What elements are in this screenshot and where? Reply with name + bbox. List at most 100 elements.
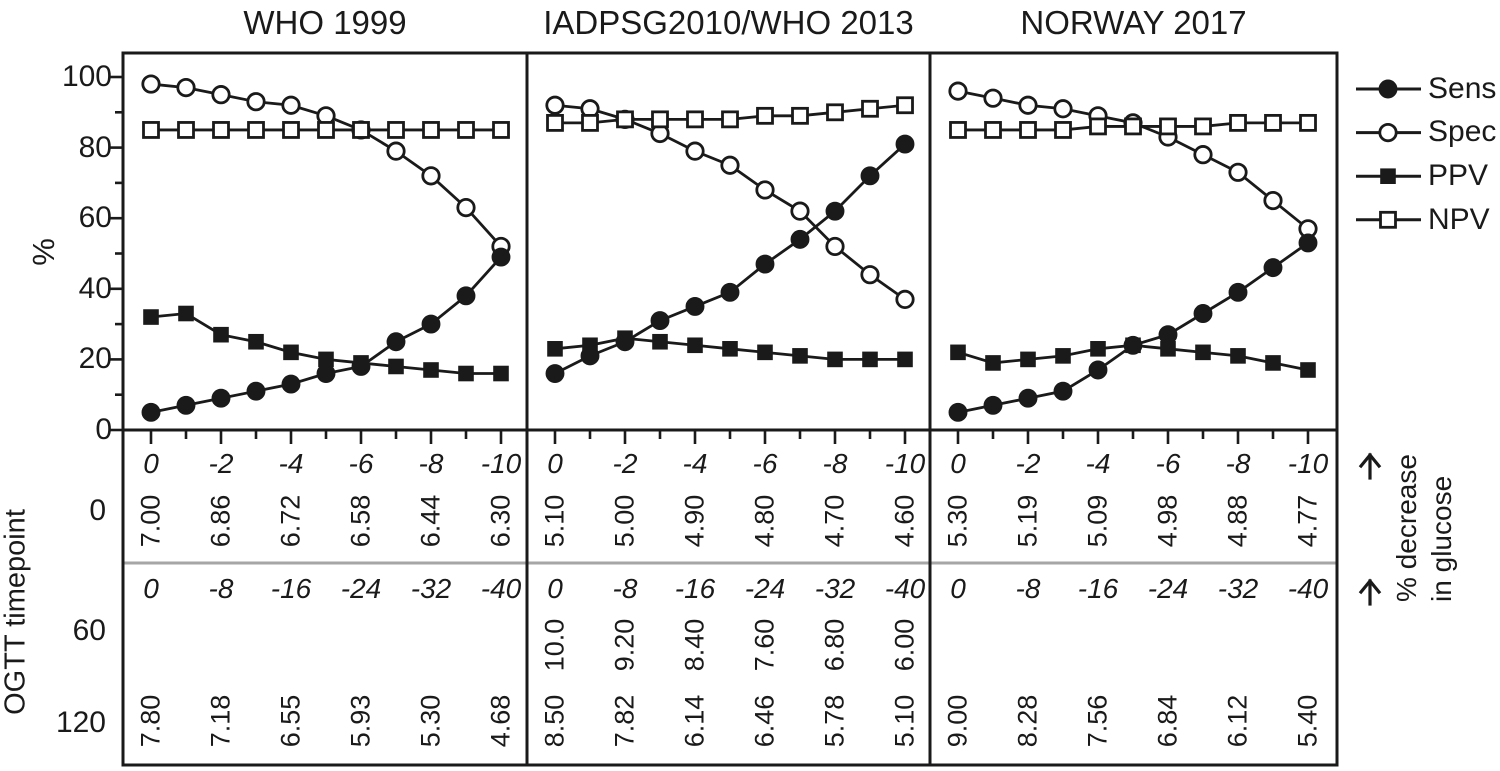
marker-filled-square xyxy=(1265,355,1281,371)
marker-open-circle xyxy=(141,74,161,94)
glucose-value-0min: 4.88 xyxy=(1222,494,1253,548)
glucose-value-120min: 5.40 xyxy=(1292,694,1323,748)
glucose-value-120min: 7.18 xyxy=(205,694,236,748)
glucose-value-0min: 7.00 xyxy=(135,494,166,548)
glucose-value-120min: 7.80 xyxy=(135,694,166,748)
marker-open-circle xyxy=(685,141,705,161)
annotation-line-1: % decrease xyxy=(1391,454,1422,602)
panel-title-iadpsg2010-who-2013: IADPSG2010/WHO 2013 xyxy=(543,4,914,41)
glucose-value-0min: 4.90 xyxy=(679,494,710,548)
marker-filled-circle xyxy=(456,286,476,306)
marker-open-square xyxy=(1194,117,1212,136)
legend-label-sens: Sens xyxy=(1428,72,1497,105)
pct-decrease-bottom-header: -16 xyxy=(674,573,716,604)
pct-decrease-top-header: -2 xyxy=(1015,448,1041,479)
pct-decrease-top-header: -6 xyxy=(752,448,778,479)
marker-filled-circle xyxy=(1088,360,1108,380)
glucose-value-120min: 5.30 xyxy=(415,694,446,748)
marker-open-square xyxy=(1019,121,1037,139)
marker-filled-circle xyxy=(421,314,441,334)
marker-open-square xyxy=(756,106,774,125)
marker-filled-circle xyxy=(860,166,880,186)
marker-filled-square xyxy=(283,344,299,361)
pct-decrease-bottom-header: -32 xyxy=(814,573,856,604)
glucose-value-0min: 6.30 xyxy=(485,494,516,548)
marker-open-circle xyxy=(421,166,441,186)
marker-filled-circle xyxy=(948,402,968,422)
glucose-value-0min: 6.86 xyxy=(205,494,236,548)
pct-decrease-top-header: -6 xyxy=(1155,448,1181,479)
pct-decrease-top-header: -10 xyxy=(1287,448,1329,479)
chart-frame xyxy=(121,51,1339,432)
marker-open-circle xyxy=(281,95,301,115)
row-label-0: 0 xyxy=(89,494,106,527)
x-axis-annotation: % decrease in glucose xyxy=(1389,454,1459,602)
marker-filled-circle xyxy=(825,201,845,221)
marker-open-square xyxy=(616,110,634,129)
glucose-value-60min: 10.0 xyxy=(539,618,570,672)
glucose-value-60min: 7.60 xyxy=(749,618,780,672)
glucose-value-120min: 6.12 xyxy=(1222,694,1253,748)
marker-open-square xyxy=(387,121,405,139)
pct-decrease-top-header: -10 xyxy=(480,448,522,479)
marker-open-square xyxy=(984,121,1002,139)
marker-filled-square xyxy=(1195,344,1211,361)
pct-decrease-bottom-header: -40 xyxy=(1287,573,1329,604)
marker-filled-circle xyxy=(895,134,915,154)
glucose-value-0min: 6.44 xyxy=(415,494,446,548)
pct-decrease-top-header: -4 xyxy=(1085,448,1111,479)
pct-decrease-bottom-header: 0 xyxy=(547,573,563,604)
marker-filled-circle xyxy=(141,402,161,422)
y-tick-label: 60 xyxy=(78,201,112,235)
marker-open-square xyxy=(422,121,440,139)
marker-filled-square xyxy=(1090,341,1106,357)
marker-open-square xyxy=(142,121,160,139)
pct-decrease-top-header: 0 xyxy=(143,448,159,479)
marker-filled-square xyxy=(827,351,843,368)
marker-filled-circle xyxy=(1228,282,1248,302)
marker-open-circle xyxy=(1228,162,1248,182)
marker-filled-square xyxy=(423,362,439,378)
glucose-value-0min: 5.10 xyxy=(539,494,570,548)
glucose-value-120min: 5.93 xyxy=(345,694,376,748)
marker-filled-square xyxy=(248,333,264,350)
marker-open-circle xyxy=(948,81,968,101)
glucose-value-0min: 4.77 xyxy=(1292,494,1323,548)
marker-open-circle xyxy=(211,85,231,105)
pct-decrease-top-header: -10 xyxy=(884,448,926,479)
marker-filled-square xyxy=(1055,348,1071,364)
marker-filled-circle xyxy=(755,254,775,274)
pct-decrease-bottom-header: -8 xyxy=(612,573,638,604)
glucose-value-60min: 8.40 xyxy=(679,618,710,672)
glucose-value-0min: 6.58 xyxy=(345,494,376,548)
y-tick-label: 80 xyxy=(78,130,112,164)
marker-filled-circle xyxy=(316,364,336,383)
marker-filled-square xyxy=(897,351,913,368)
marker-open-circle xyxy=(895,289,915,309)
pct-decrease-bottom-header: -32 xyxy=(1217,573,1259,604)
marker-open-square xyxy=(1229,113,1247,132)
pct-decrease-bottom-header: -24 xyxy=(1147,573,1189,604)
marker-open-circle xyxy=(1378,123,1398,143)
row-label-60: 60 xyxy=(72,614,106,647)
pct-decrease-top-header: -2 xyxy=(208,448,234,479)
pct-decrease-bottom-header: -40 xyxy=(480,573,522,604)
marker-open-square xyxy=(651,110,669,129)
series-line-spec xyxy=(554,103,906,301)
marker-filled-square xyxy=(178,305,194,322)
marker-filled-square xyxy=(722,341,738,357)
marker-filled-square xyxy=(1230,348,1246,364)
marker-open-square xyxy=(1089,117,1107,136)
glucose-value-120min: 6.46 xyxy=(749,694,780,748)
legend-label-ppv: PPV xyxy=(1428,159,1489,192)
pct-decrease-top-header: -4 xyxy=(682,448,708,479)
marker-open-circle xyxy=(790,201,810,221)
pct-decrease-top-header: 0 xyxy=(950,448,966,479)
marker-open-square xyxy=(546,113,564,132)
marker-filled-square xyxy=(757,344,773,361)
panel-title-norway-2017: NORWAY 2017 xyxy=(1020,4,1247,41)
row-label-120: 120 xyxy=(55,706,106,739)
marker-filled-circle xyxy=(615,332,635,352)
marker-filled-square xyxy=(493,365,509,382)
glucose-value-120min: 6.55 xyxy=(275,694,306,748)
